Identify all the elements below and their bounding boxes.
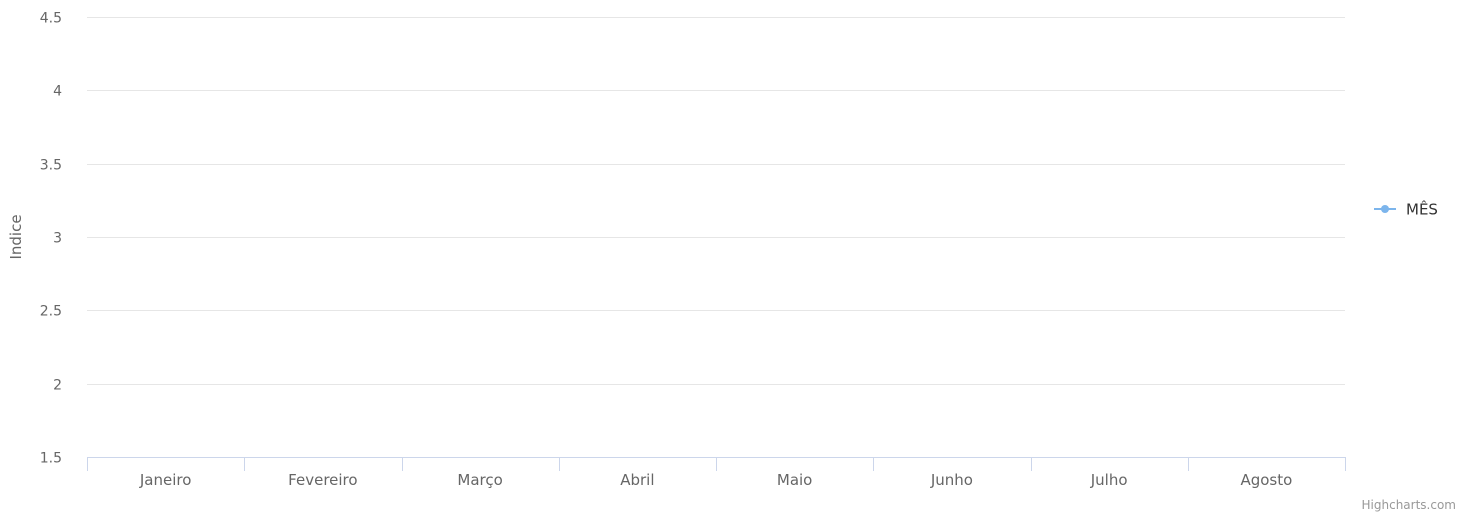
x-tick-label: Agosto xyxy=(1240,471,1292,489)
credits-link[interactable]: Highcharts.com xyxy=(1362,498,1456,512)
x-tick-label: Julho xyxy=(1090,471,1128,489)
x-tick-label: Abril xyxy=(620,471,654,489)
x-tick-label: Março xyxy=(457,471,502,489)
y-tick-label: 3.5 xyxy=(40,158,62,174)
x-axis: Janeiro Fevereiro Março Abril Maio Junho Julho… xyxy=(87,457,1346,489)
y-tick-label: 2 xyxy=(53,378,62,394)
y-tick-label: 2.5 xyxy=(40,304,62,320)
x-tick-label: Maio xyxy=(777,471,812,489)
gridlines xyxy=(87,17,1345,385)
x-tick-label: Fevereiro xyxy=(288,471,357,489)
x-tick-label: Junho xyxy=(930,471,973,489)
legend[interactable]: MÊS xyxy=(1374,200,1438,219)
y-axis-title: Indice xyxy=(7,214,25,259)
y-tick-label: 4 xyxy=(53,84,62,100)
y-tick-label: 3 xyxy=(53,231,62,247)
y-axis-tick-labels: 1.5 2 2.5 3 3.5 4 4.5 xyxy=(40,11,62,467)
legend-marker xyxy=(1381,205,1389,213)
legend-item-label[interactable]: MÊS xyxy=(1406,200,1438,219)
y-tick-label: 1.5 xyxy=(40,451,62,467)
x-tick-label: Janeiro xyxy=(139,471,192,489)
y-tick-label: 4.5 xyxy=(40,11,62,27)
